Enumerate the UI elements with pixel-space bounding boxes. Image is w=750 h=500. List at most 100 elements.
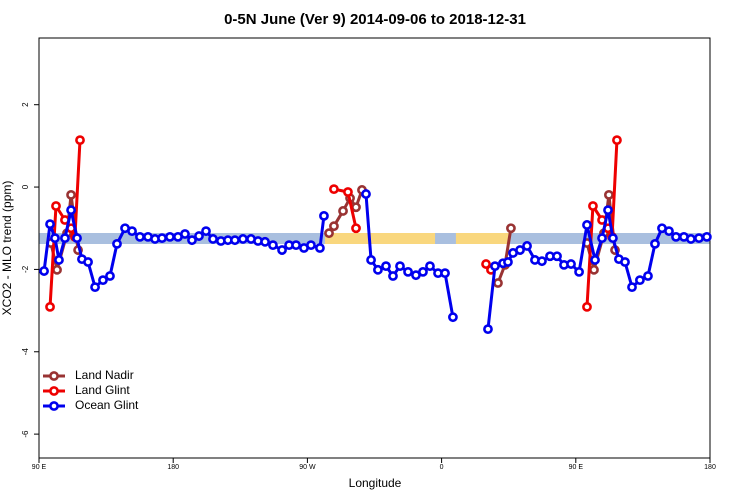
- data-point: [635, 275, 645, 286]
- data-point: [589, 264, 599, 275]
- data-point: [51, 201, 61, 211]
- data-point: [552, 251, 562, 262]
- data-point: [503, 257, 513, 267]
- y-tick-label: 0: [21, 184, 30, 189]
- data-point: [338, 206, 348, 216]
- data-point: [45, 219, 55, 230]
- data-point: [483, 324, 493, 335]
- x-tick-label: 0: [440, 464, 444, 471]
- data-point: [425, 261, 435, 272]
- data-point: [490, 261, 500, 272]
- data-point: [319, 210, 329, 221]
- x-tick-label: 90 W: [299, 464, 316, 471]
- data-point: [590, 255, 600, 265]
- data-point: [582, 301, 592, 312]
- data-point: [373, 264, 383, 275]
- data-point: [597, 233, 607, 244]
- data-point: [291, 240, 301, 251]
- data-point: [238, 234, 248, 244]
- data-point: [127, 226, 137, 237]
- data-point: [180, 229, 190, 239]
- data-point: [194, 231, 204, 241]
- data-point: [60, 233, 70, 244]
- data-point: [260, 236, 270, 247]
- data-point: [230, 235, 240, 246]
- data-point: [395, 261, 405, 272]
- data-point: [66, 205, 76, 216]
- data-point: [588, 201, 598, 211]
- data-point: [418, 266, 428, 277]
- data-point: [201, 226, 211, 237]
- data-point: [608, 233, 618, 244]
- data-point: [671, 231, 681, 242]
- data-point: [493, 278, 503, 288]
- data-point: [403, 266, 413, 277]
- legend-label: Land Glint: [75, 383, 130, 397]
- data-point: [351, 223, 361, 234]
- chart-title: 0-5N June (Ver 9) 2014-09-06 to 2018-12-…: [224, 11, 526, 28]
- data-point: [329, 221, 339, 232]
- data-point: [52, 264, 62, 275]
- data-point: [268, 240, 278, 251]
- data-point: [604, 189, 614, 200]
- data-point: [388, 271, 398, 281]
- y-tick-label: -4: [21, 348, 30, 356]
- data-point: [620, 257, 630, 267]
- data-point: [537, 256, 547, 267]
- y-tick-label: 2: [21, 102, 30, 107]
- data-point: [643, 271, 653, 281]
- data-point: [515, 245, 525, 255]
- y-tick-label: -6: [21, 430, 30, 438]
- data-point: [45, 301, 55, 312]
- data-point: [612, 135, 622, 146]
- data-point: [306, 240, 316, 251]
- data-point: [381, 261, 391, 272]
- legend-marker: [49, 371, 59, 381]
- x-tick-label: 90 E: [32, 464, 47, 471]
- data-point: [135, 231, 145, 242]
- legend-label: Ocean Glint: [75, 398, 139, 412]
- data-point: [83, 257, 93, 267]
- y-tick-label: -2: [21, 265, 30, 273]
- data-point: [90, 282, 100, 293]
- data-point: [701, 231, 712, 242]
- data-point: [481, 259, 491, 269]
- data-point: [522, 241, 532, 251]
- x-tick-label: 180: [704, 464, 716, 471]
- data-point: [351, 202, 361, 213]
- data-point: [361, 189, 371, 199]
- data-point: [343, 187, 353, 197]
- data-point: [315, 243, 325, 253]
- data-point: [694, 233, 704, 244]
- data-point: [582, 220, 592, 230]
- data-point: [112, 238, 122, 249]
- data-point: [627, 282, 637, 293]
- legend-label: Land Nadir: [75, 368, 134, 382]
- data-point: [98, 275, 108, 286]
- plot-frame: [38, 37, 711, 459]
- data-point: [50, 233, 60, 244]
- y-axis-label: XCO2 - MLO trend (ppm): [0, 181, 14, 316]
- legend-marker: [49, 401, 59, 411]
- data-point: [448, 312, 458, 323]
- data-point: [650, 238, 660, 249]
- data-point: [574, 266, 584, 277]
- data-point: [686, 234, 696, 244]
- data-point: [329, 184, 339, 195]
- data-point: [105, 271, 115, 281]
- data-point: [506, 223, 516, 234]
- data-point: [165, 231, 175, 242]
- data-point: [324, 228, 334, 239]
- data-point: [440, 268, 450, 279]
- data-point: [603, 205, 613, 216]
- data-point: [75, 135, 85, 146]
- x-tick-label: 90 E: [569, 464, 584, 471]
- data-point: [187, 235, 197, 246]
- data-point: [366, 255, 376, 265]
- data-point: [54, 255, 64, 265]
- data-point: [157, 233, 167, 244]
- data-point: [566, 259, 576, 269]
- data-point: [208, 234, 218, 244]
- legend-marker: [49, 386, 59, 396]
